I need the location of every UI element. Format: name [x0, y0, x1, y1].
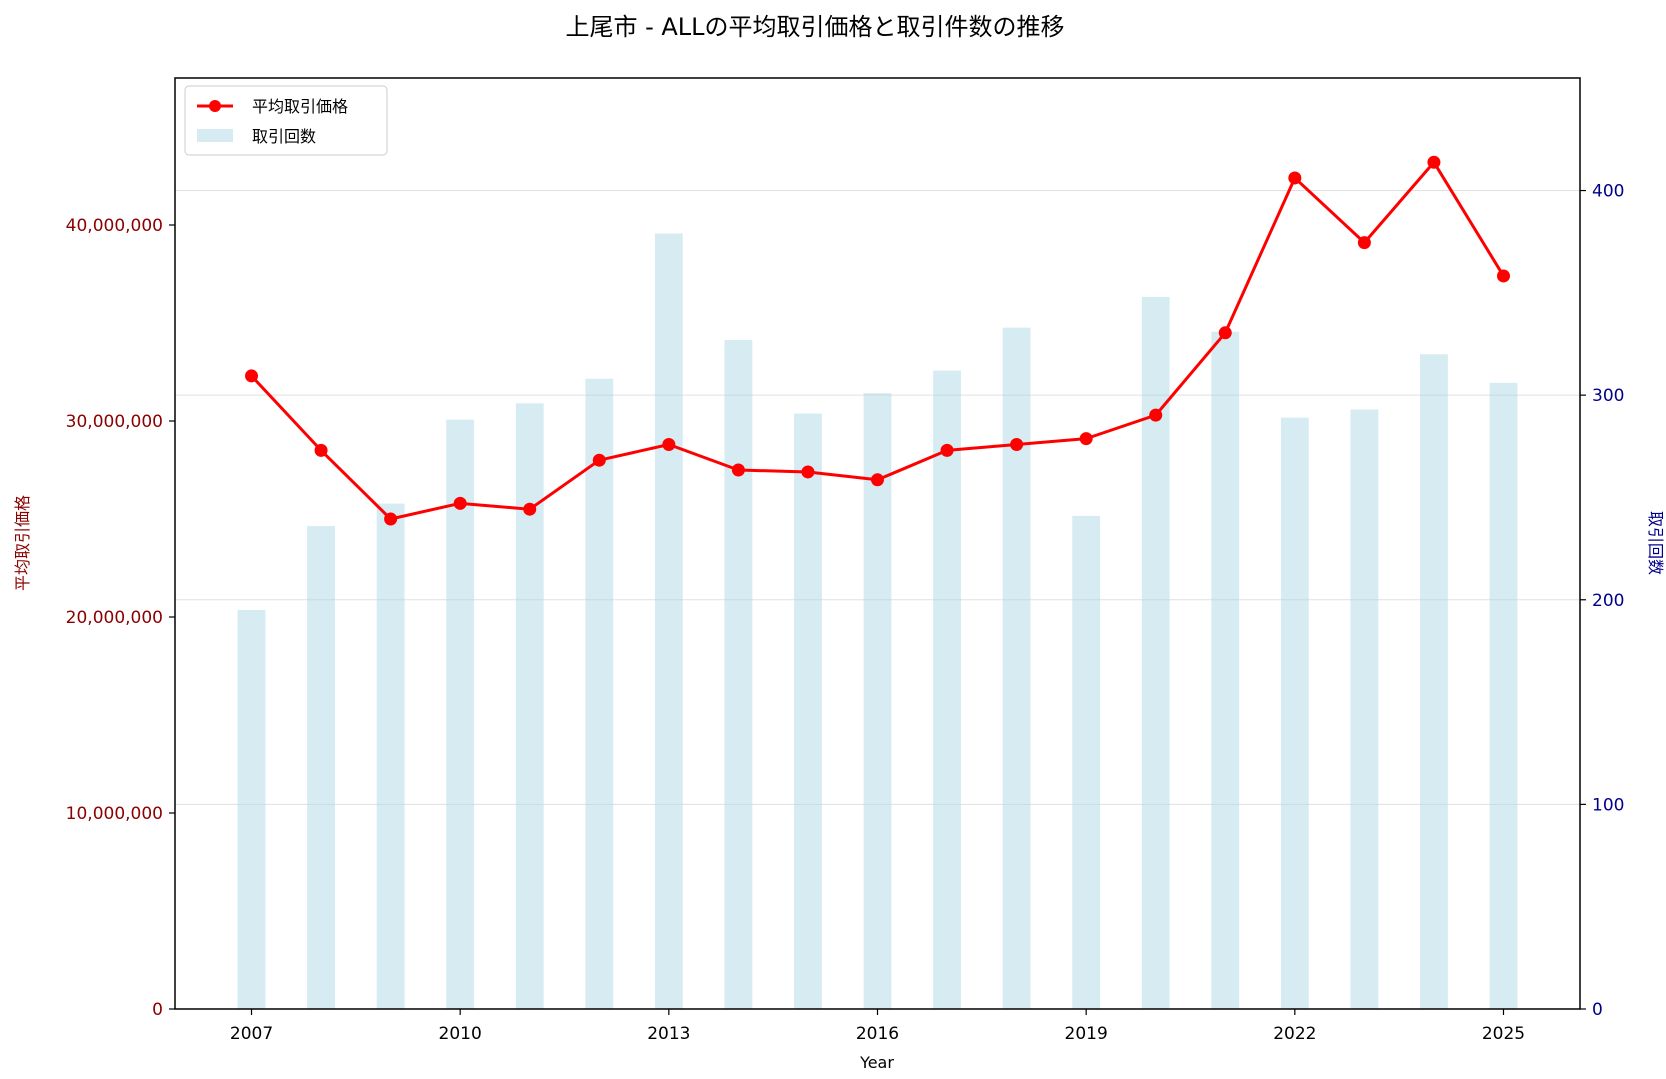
bar-2007: [237, 610, 266, 1009]
bar-2024: [1420, 354, 1448, 1009]
price-point-2010: [453, 496, 467, 510]
bar-2009: [376, 503, 405, 1009]
price-point-2023: [1357, 236, 1371, 250]
price-point-2011: [523, 502, 537, 516]
left-tick-label-2: 20,000,000: [66, 608, 163, 628]
bar-2017: [933, 370, 961, 1010]
price-point-2017: [940, 443, 954, 457]
right-tick-label-2: 200: [1592, 591, 1624, 611]
legend-label-price: 平均取引価格: [252, 97, 348, 116]
price-point-2016: [871, 473, 884, 487]
legend-bar-swatch: [197, 129, 233, 142]
left-tick-label-3: 30,000,000: [66, 412, 163, 432]
bar-series: [237, 233, 1518, 1010]
bar-2023: [1350, 409, 1379, 1009]
right-tick-label-3: 300: [1592, 386, 1624, 406]
price-point-2025: [1496, 269, 1510, 283]
left-tick-label-0: 0: [152, 1000, 163, 1020]
x-tick-label-0: 2007: [230, 1024, 273, 1044]
right-tick-label-1: 100: [1592, 795, 1624, 815]
x-tick-label-6: 2025: [1482, 1024, 1525, 1044]
x-axis-label: Year: [859, 1053, 894, 1072]
x-tick-label-5: 2022: [1273, 1024, 1316, 1044]
bar-2025: [1489, 382, 1518, 1009]
left-axis-ticks: 0 10,000,000 20,000,000 30,000,000 40,000,00…: [66, 216, 175, 1020]
bar-2019: [1072, 515, 1101, 1009]
bar-2021: [1211, 331, 1240, 1009]
bar-2014: [724, 339, 753, 1009]
x-tick-label-4: 2019: [1065, 1024, 1108, 1044]
price-point-2024: [1427, 155, 1441, 169]
line-series: [245, 155, 1510, 526]
legend: 平均取引価格 取引回数: [184, 85, 388, 156]
right-axis-ticks: 0 100 200 300 400: [1580, 182, 1624, 1020]
bar-2012: [585, 378, 614, 1009]
right-axis-label: 取引回数: [1646, 511, 1665, 575]
price-point-2014: [731, 463, 745, 477]
price-point-2012: [592, 453, 606, 467]
bar-2018: [1002, 327, 1031, 1010]
price-point-2020: [1149, 408, 1163, 422]
price-point-2021: [1218, 326, 1232, 340]
bar-2022: [1280, 417, 1309, 1010]
legend-label-count: 取引回数: [252, 127, 316, 146]
bar-2011: [515, 403, 544, 1009]
price-point-2013: [662, 438, 676, 452]
price-point-2018: [1010, 438, 1024, 452]
price-point-2015: [801, 465, 815, 479]
right-tick-label-0: 0: [1592, 1000, 1603, 1020]
left-tick-label-4: 40,000,000: [66, 216, 163, 236]
bar-2008: [307, 526, 335, 1009]
x-tick-label-3: 2016: [856, 1024, 899, 1044]
chart-title: 上尾市 - ALLの平均取引価格と取引件数の推移: [565, 13, 1064, 41]
x-axis-ticks: 2007 2010 2013 2016 2019 2022 2025: [230, 1009, 1525, 1044]
price-point-2008: [314, 443, 328, 457]
price-point-2022: [1288, 171, 1302, 185]
legend-line-marker: [209, 100, 221, 112]
bar-2015: [794, 413, 822, 1010]
price-point-2007: [245, 369, 259, 383]
left-tick-label-1: 10,000,000: [66, 804, 163, 824]
x-tick-label-1: 2010: [439, 1024, 482, 1044]
right-tick-label-4: 400: [1592, 182, 1624, 202]
bar-2013: [654, 233, 683, 1009]
left-axis-label: 平均取引価格: [13, 495, 32, 591]
price-point-2009: [384, 512, 398, 526]
legend-box: [184, 85, 388, 156]
x-tick-label-2: 2013: [647, 1024, 690, 1044]
price-point-2019: [1079, 432, 1093, 446]
bar-2016: [863, 393, 892, 1010]
bar-2010: [446, 419, 475, 1009]
